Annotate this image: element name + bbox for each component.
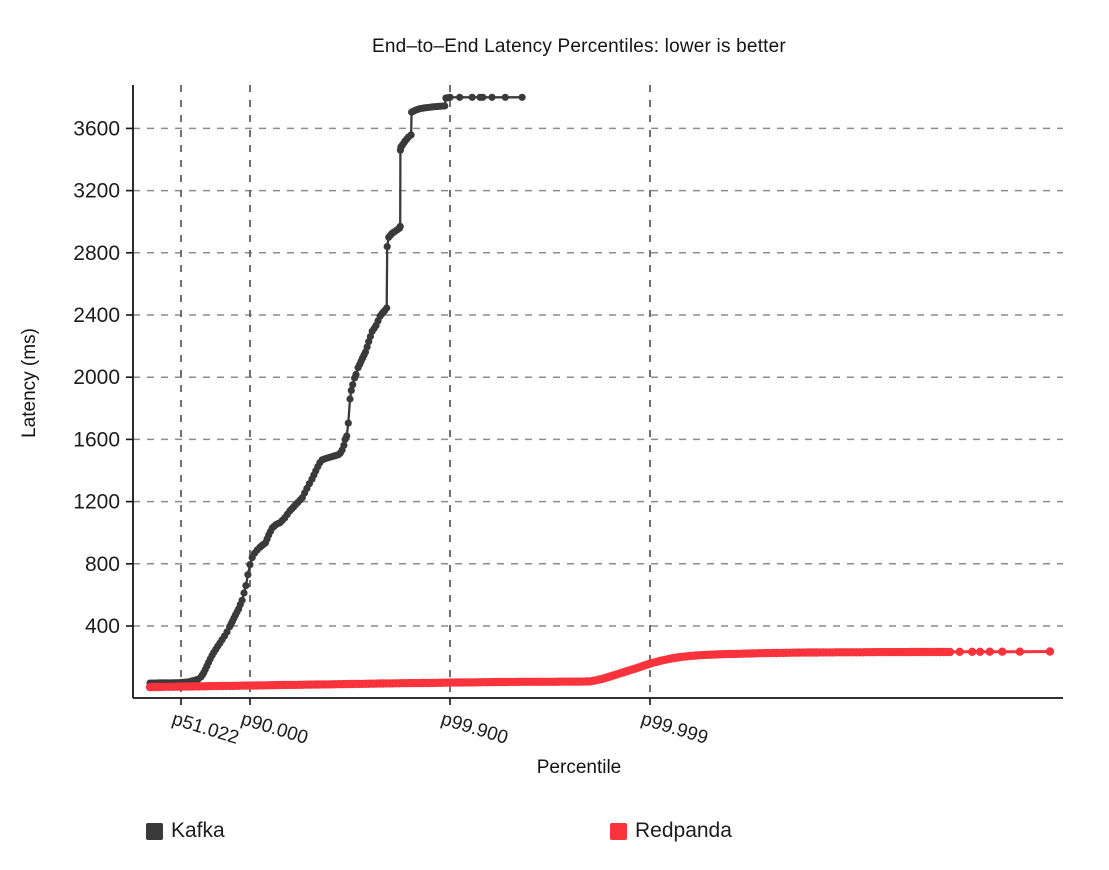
x-tick-label: p99.900 xyxy=(439,709,511,749)
horizontal-gridlines xyxy=(133,127,1063,627)
x-axis-title: Percentile xyxy=(536,757,622,778)
kafka-series-markers xyxy=(146,93,526,687)
legend-label-kafka: Kafka xyxy=(171,819,225,842)
vertical-gridlines xyxy=(180,85,651,698)
series-layer xyxy=(145,93,1055,692)
legend-item-kafka: Kafka xyxy=(146,819,225,843)
x-tick-label: p51.022 xyxy=(170,709,242,749)
y-tick-label: 800 xyxy=(85,553,120,576)
y-tick-label: 2400 xyxy=(73,304,120,327)
x-tick-label: p90.000 xyxy=(239,709,311,749)
y-tick-label: 2800 xyxy=(73,242,120,265)
axes xyxy=(126,85,1063,705)
kafka-color-swatch xyxy=(146,822,163,840)
legend-label-redpanda: Redpanda xyxy=(635,819,732,842)
redpanda-series-markers xyxy=(145,647,1055,692)
y-tick-label: 1200 xyxy=(73,491,120,514)
x-tick-label: p99.999 xyxy=(639,709,711,749)
y-tick-label: 3600 xyxy=(73,117,120,140)
kafka-series-line xyxy=(148,96,524,685)
legend: Kafka Redpanda xyxy=(0,816,1109,846)
y-tick-label: 3200 xyxy=(73,180,120,203)
y-tick-label: 400 xyxy=(85,615,120,638)
y-tick-label: 1600 xyxy=(73,428,120,451)
redpanda-color-swatch xyxy=(610,822,627,840)
y-tick-label: 2000 xyxy=(73,366,120,389)
chart-title: End–to–End Latency Percentiles: lower is… xyxy=(372,36,786,57)
legend-item-redpanda: Redpanda xyxy=(610,819,732,843)
y-tick-labels: 400 800 1200 1600 2000 2400 2800 3200 3600 xyxy=(73,117,120,638)
